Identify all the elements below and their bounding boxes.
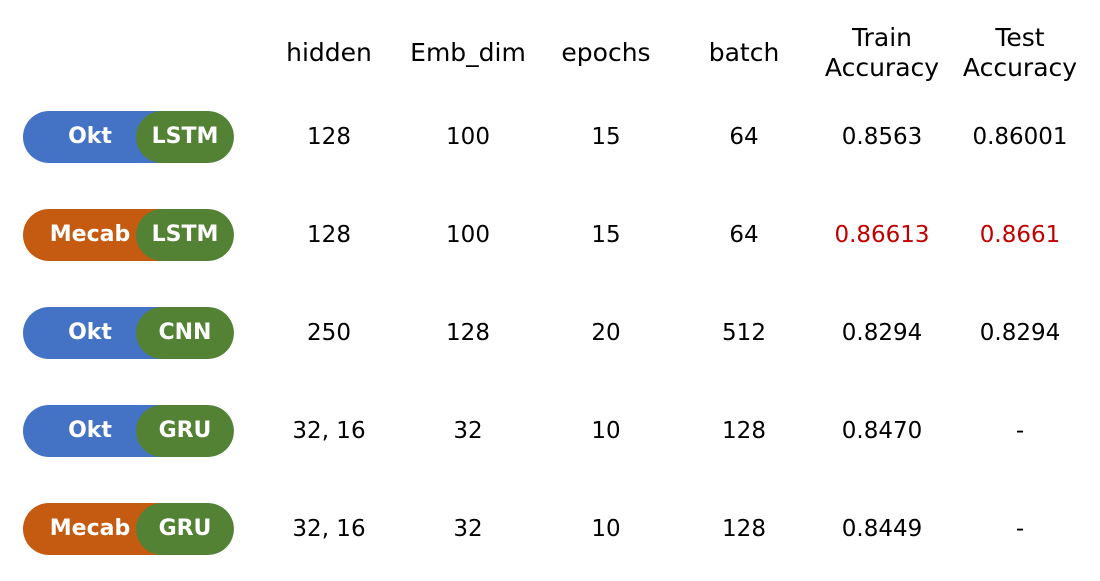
model-badge: LSTM [136,209,234,261]
emb-dim-cell: 100 [446,222,490,248]
batch-cell: 64 [729,124,759,150]
header-epochs: epochs [561,38,651,67]
hidden-cell: 128 [307,124,351,150]
model-pill: Mecab GRU [23,503,234,555]
hidden-cell: 32, 16 [292,418,366,444]
epochs-cell: 10 [591,516,621,542]
emb-dim-cell: 32 [453,418,483,444]
train-accuracy-cell: 0.8470 [841,418,923,444]
model-badge: LSTM [136,111,234,163]
table-row: Mecab GRU 32, 16 32 10 128 0.8449 - [0,503,1100,555]
hidden-cell: 128 [307,222,351,248]
model-pill: Okt CNN [23,307,234,359]
batch-cell: 64 [729,222,759,248]
table-row: Okt GRU 32, 16 32 10 128 0.8470 - [0,405,1100,457]
train-accuracy-cell: 0.8294 [841,320,923,346]
model-badge: GRU [136,405,234,457]
table-header: hidden Emb_dim epochs batch Train Accura… [0,20,1100,90]
model-badge: GRU [136,503,234,555]
test-accuracy-cell: 0.86001 [972,124,1068,150]
table-row: Okt CNN 250 128 20 512 0.8294 0.8294 [0,307,1100,359]
test-accuracy-cell: - [1015,418,1025,444]
epochs-cell: 10 [591,418,621,444]
emb-dim-cell: 128 [446,320,490,346]
header-test-accuracy: Test Accuracy [962,23,1078,82]
tokenizer-label: Okt [68,320,112,345]
test-accuracy-cell: 0.8294 [979,320,1061,346]
epochs-cell: 15 [591,222,621,248]
header-train-accuracy: Train Accuracy [824,23,940,82]
model-pill: Okt LSTM [23,111,234,163]
table-row: Mecab LSTM 128 100 15 64 0.86613 0.8661 [0,209,1100,261]
epochs-cell: 15 [591,124,621,150]
tokenizer-label: Okt [68,124,112,149]
emb-dim-cell: 100 [446,124,490,150]
model-pill: Okt GRU [23,405,234,457]
emb-dim-cell: 32 [453,516,483,542]
model-badge: CNN [136,307,234,359]
tokenizer-label: Mecab [49,222,131,247]
header-emb-dim: Emb_dim [410,38,526,67]
train-accuracy-cell: 0.86613 [834,222,930,248]
tokenizer-label: Okt [68,418,112,443]
header-batch: batch [708,38,780,67]
train-accuracy-cell: 0.8449 [841,516,923,542]
epochs-cell: 20 [591,320,621,346]
header-hidden: hidden [286,38,372,67]
batch-cell: 128 [722,516,766,542]
model-pill: Mecab LSTM [23,209,234,261]
train-accuracy-cell: 0.8563 [841,124,923,150]
test-accuracy-cell: 0.8661 [979,222,1061,248]
test-accuracy-cell: - [1015,516,1025,542]
batch-cell: 128 [722,418,766,444]
hidden-cell: 32, 16 [292,516,366,542]
table-row: Okt LSTM 128 100 15 64 0.8563 0.86001 [0,111,1100,163]
hidden-cell: 250 [307,320,351,346]
tokenizer-label: Mecab [49,516,131,541]
batch-cell: 512 [722,320,766,346]
